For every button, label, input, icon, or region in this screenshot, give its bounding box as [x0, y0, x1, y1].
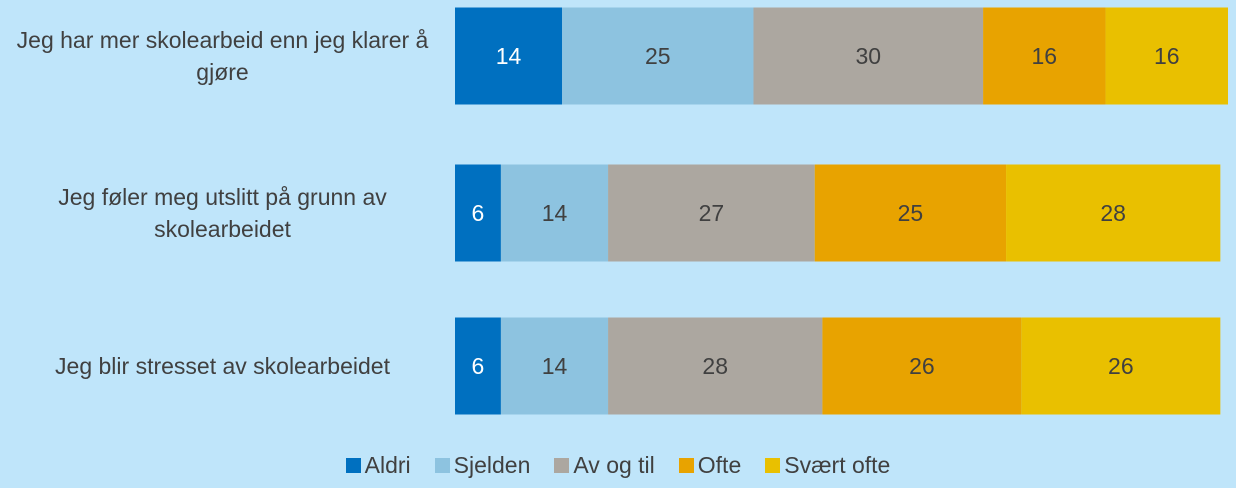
bar-segment [455, 164, 501, 262]
data-label: 6 [472, 200, 485, 226]
chart: 14 25 30 16 16 6 14 27 25 28 6 14 28 26 26 [455, 7, 1228, 415]
data-label: 28 [702, 353, 728, 379]
data-label: 14 [542, 353, 568, 379]
bar-segment [455, 7, 563, 105]
legend-swatch [345, 458, 361, 473]
data-label: 26 [1108, 353, 1134, 379]
legend-item: Av og til [554, 452, 655, 479]
legend-item: Ofte [678, 452, 742, 479]
bar-segment [455, 317, 501, 415]
legend-swatch [434, 458, 450, 473]
legend: Aldri Sjelden Av og til Ofte Svært ofte [0, 452, 1236, 479]
legend-label: Sjelden [453, 452, 531, 478]
bar-segment [822, 317, 1022, 415]
legend-swatch [554, 458, 570, 473]
bar-segment [1006, 164, 1221, 262]
data-label: 16 [1154, 43, 1180, 69]
legend-swatch [765, 458, 781, 473]
bar-segment [608, 317, 823, 415]
bar-segment [1021, 317, 1221, 415]
data-label: 27 [699, 200, 725, 226]
bar-segment [562, 7, 754, 105]
legend-label: Ofte [697, 452, 742, 478]
bar-segment [1105, 7, 1228, 105]
category-label: Jeg føler meg utslitt på grunn av skolea… [58, 184, 387, 242]
bar-segment [814, 164, 1007, 262]
bar-segment [500, 164, 609, 262]
bar-segment [500, 317, 609, 415]
data-label: 26 [909, 353, 935, 379]
legend-item: Sjelden [434, 452, 531, 479]
data-label: 14 [542, 200, 568, 226]
data-label: 30 [855, 43, 881, 69]
data-label: 25 [898, 200, 924, 226]
bar-segment [753, 7, 984, 105]
legend-item: Aldri [345, 452, 411, 479]
data-label: 14 [496, 43, 522, 69]
legend-label: Av og til [573, 452, 655, 478]
bar-segment [983, 7, 1106, 105]
category-label: Jeg blir stresset av skolearbeidet [55, 353, 390, 379]
bar-segment [608, 164, 815, 262]
data-label: 16 [1032, 43, 1058, 69]
data-label: 25 [645, 43, 671, 69]
legend-label: Aldri [364, 452, 411, 478]
legend-swatch [678, 458, 694, 473]
data-label: 6 [472, 353, 485, 379]
legend-label: Svært ofte [784, 452, 891, 478]
data-label: 28 [1100, 200, 1126, 226]
legend-item: Svært ofte [765, 452, 890, 479]
category-label: Jeg har mer skolearbeid enn jeg klarer å… [16, 27, 429, 85]
